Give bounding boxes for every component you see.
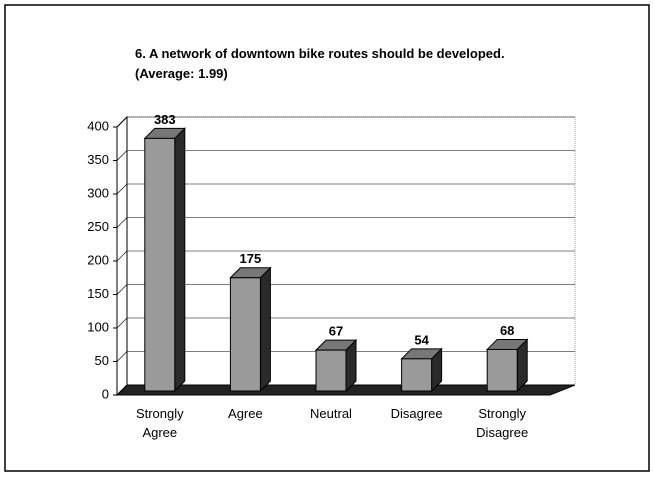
bar: [485, 338, 529, 393]
grid-line: [116, 351, 128, 362]
y-tick-label: 150: [87, 286, 109, 301]
bar-front: [401, 358, 433, 392]
grid-line: [116, 217, 128, 228]
bar-side: [174, 127, 186, 393]
y-tick-label: 400: [87, 118, 109, 133]
bar-front: [144, 137, 176, 392]
bar-front: [486, 348, 518, 392]
bar: [400, 347, 443, 393]
bar: [229, 266, 272, 393]
data-label: 68: [500, 323, 514, 338]
bar-side: [259, 266, 271, 393]
grid-line: [116, 317, 128, 329]
bar: [314, 338, 358, 393]
grid-line: [116, 183, 128, 195]
y-tick-label: 0: [102, 386, 109, 401]
x-tick-label: Disagree: [390, 406, 443, 421]
data-label: 383: [154, 112, 176, 127]
y-tick-label: 250: [87, 219, 109, 234]
x-tick-label: Strongly Disagree: [476, 406, 529, 440]
y-tick-label: 350: [87, 152, 109, 167]
bar-front: [315, 349, 347, 392]
grid-line: [116, 150, 128, 161]
y-tick-label: 300: [87, 185, 109, 200]
data-label: 54: [414, 332, 429, 347]
grid-line: [116, 116, 128, 128]
y-tick-label: 50: [95, 353, 109, 368]
data-label: 175: [240, 251, 262, 266]
grid-line: [116, 250, 128, 262]
data-label: 67: [329, 324, 343, 339]
y-tick-label: 200: [87, 252, 109, 267]
x-tick-label: Neutral: [310, 406, 352, 421]
bar-front: [229, 277, 261, 392]
bar: [143, 127, 187, 393]
x-tick-label: Agree: [228, 406, 263, 421]
grid-line: [116, 284, 128, 295]
chart-title: 6. A network of downtown bike routes sho…: [135, 46, 505, 81]
chart-frame: [4, 4, 650, 472]
x-tick-label: Strongly Agree: [135, 406, 184, 440]
y-tick-label: 100: [87, 319, 109, 334]
